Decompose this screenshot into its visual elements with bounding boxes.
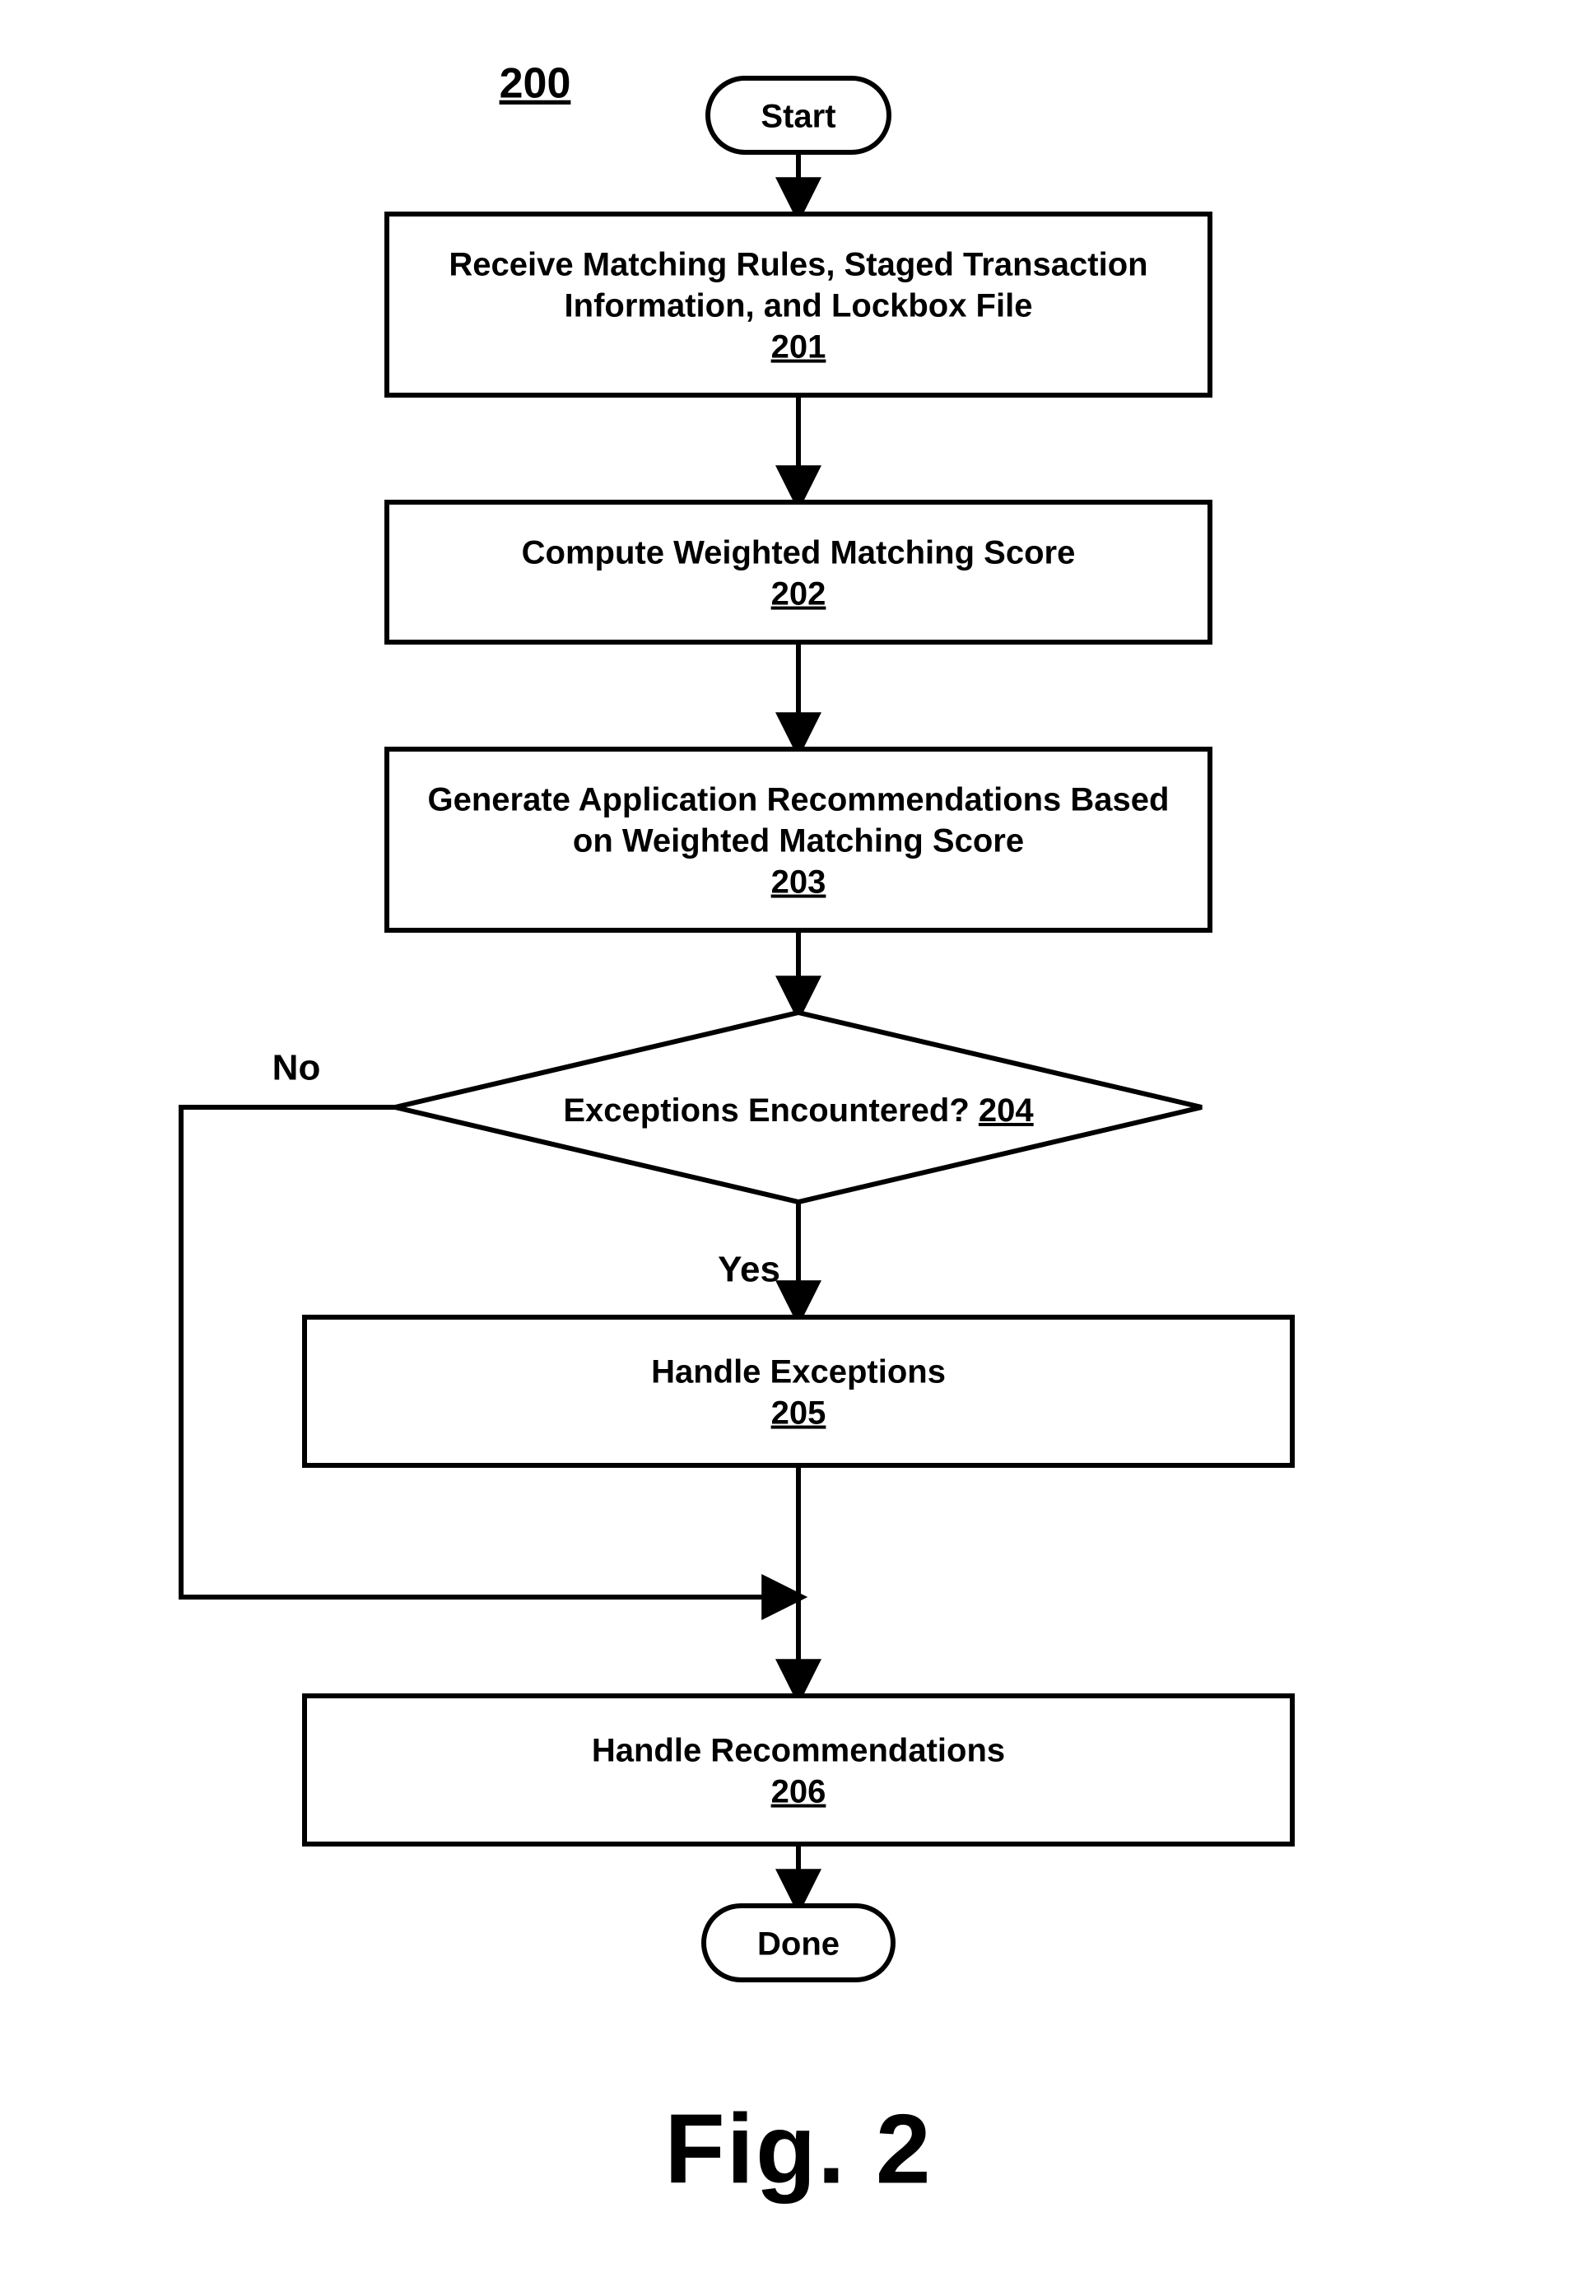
figure-caption: Fig. 2 [664,2094,932,2205]
svg-text:on Weighted Matching Score: on Weighted Matching Score [573,823,1024,859]
svg-text:Start: Start [761,99,835,135]
svg-text:Receive Matching Rules, Staged: Receive Matching Rules, Staged Transacti… [449,247,1147,283]
svg-text:Exceptions Encountered? 204: Exceptions Encountered? 204 [563,1092,1034,1129]
svg-text:205: 205 [771,1395,826,1432]
svg-text:Generate Application Recommend: Generate Application Recommendations Bas… [428,782,1170,818]
svg-text:Done: Done [757,1926,840,1963]
diagram-number: 200 [500,60,571,108]
process-n206 [305,1696,1292,1844]
svg-text:Yes: Yes [718,1250,780,1290]
svg-text:Handle Exceptions: Handle Exceptions [651,1354,946,1390]
svg-text:No: No [272,1048,321,1088]
process-n202 [387,502,1210,642]
svg-text:202: 202 [771,576,826,612]
svg-text:206: 206 [771,1774,826,1810]
svg-text:Information, and Lockbox File: Information, and Lockbox File [565,288,1033,324]
process-n205 [305,1317,1292,1465]
svg-text:Compute Weighted Matching Scor: Compute Weighted Matching Score [522,535,1076,571]
svg-text:203: 203 [771,864,826,901]
svg-text:Handle Recommendations: Handle Recommendations [592,1733,1005,1769]
svg-text:201: 201 [771,329,826,366]
